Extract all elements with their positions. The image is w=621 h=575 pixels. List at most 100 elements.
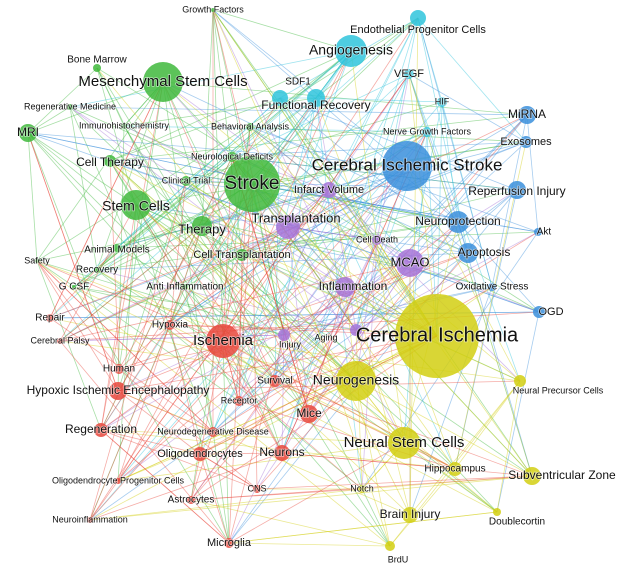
edge	[355, 239, 378, 382]
edge	[231, 156, 533, 477]
edge	[135, 204, 469, 254]
node-label: Reperfusion Injury	[468, 184, 565, 198]
edge	[238, 400, 456, 470]
edge	[109, 114, 528, 162]
node	[385, 541, 395, 551]
edge	[249, 126, 540, 313]
edge	[361, 475, 533, 490]
node	[447, 211, 469, 233]
edge	[109, 160, 120, 370]
edge	[96, 67, 310, 415]
edge	[118, 324, 171, 370]
node-label: Oligodendrocytes	[157, 448, 243, 460]
node	[493, 508, 501, 516]
edge	[162, 81, 391, 547]
edge	[49, 317, 214, 433]
edge	[36, 225, 203, 262]
edge	[355, 231, 539, 331]
edge	[69, 106, 346, 288]
edge	[116, 247, 186, 288]
edge	[249, 126, 438, 337]
node-label: CNS	[247, 483, 266, 493]
node	[121, 190, 151, 220]
edge	[59, 340, 357, 382]
edge	[73, 286, 230, 544]
edge	[116, 97, 281, 249]
edge	[69, 106, 540, 313]
edge	[117, 390, 201, 455]
node-label: SDF1	[285, 77, 311, 88]
node	[272, 90, 288, 106]
edge	[231, 97, 317, 158]
edge	[89, 324, 171, 521]
edge	[199, 453, 258, 490]
node	[278, 329, 290, 341]
edge	[73, 225, 203, 288]
edge	[109, 160, 456, 470]
edge	[281, 334, 285, 454]
node	[437, 97, 447, 107]
edge	[96, 50, 352, 271]
node	[227, 152, 237, 162]
node-label: Stem Cells	[102, 198, 170, 214]
edge	[222, 340, 283, 454]
edge	[117, 125, 125, 392]
node	[388, 427, 420, 459]
edge	[355, 114, 528, 331]
edge	[135, 141, 527, 206]
node-label: Survival	[257, 376, 293, 387]
edge	[256, 475, 533, 490]
edge	[355, 189, 518, 331]
node-label: Neuroprotection	[415, 214, 500, 228]
edge	[59, 262, 411, 342]
edge	[308, 413, 498, 513]
edge	[27, 132, 119, 392]
node-label: Aging	[314, 332, 337, 342]
node	[514, 375, 526, 387]
edge	[389, 468, 456, 547]
edge	[162, 81, 528, 116]
node-label: Inflammation	[319, 279, 388, 293]
edge	[169, 180, 187, 326]
edge	[123, 125, 276, 382]
edge	[36, 260, 285, 336]
edge	[96, 67, 283, 454]
node-label: Neurogenesis	[313, 372, 399, 388]
edge	[116, 50, 352, 249]
edge	[169, 225, 203, 326]
edge	[283, 286, 493, 336]
edge	[96, 67, 230, 544]
edge	[279, 97, 438, 337]
edge	[212, 9, 438, 337]
node	[253, 485, 261, 493]
edge	[279, 97, 411, 264]
edge	[36, 260, 391, 547]
edge	[238, 189, 330, 402]
edge	[406, 165, 521, 382]
edge	[109, 160, 357, 382]
node	[206, 324, 240, 358]
edge	[117, 225, 203, 482]
edge	[238, 286, 346, 402]
node-label: Recovery	[76, 265, 118, 276]
node-label: Cell Therapy	[76, 155, 144, 169]
node	[274, 445, 290, 461]
edge	[315, 97, 443, 103]
node	[113, 244, 121, 252]
edge	[199, 452, 283, 455]
edge	[408, 73, 438, 337]
edge	[89, 452, 283, 521]
edge	[185, 180, 285, 336]
edge	[36, 260, 119, 392]
edge	[308, 262, 411, 415]
node	[520, 136, 532, 148]
node-label: G CSF	[59, 282, 90, 293]
edge	[116, 50, 352, 249]
node-label: Safety	[24, 255, 50, 265]
edge	[287, 226, 357, 331]
node	[358, 485, 366, 493]
edge	[274, 221, 459, 382]
edge	[49, 247, 118, 319]
edge	[89, 73, 410, 521]
node	[518, 106, 536, 124]
